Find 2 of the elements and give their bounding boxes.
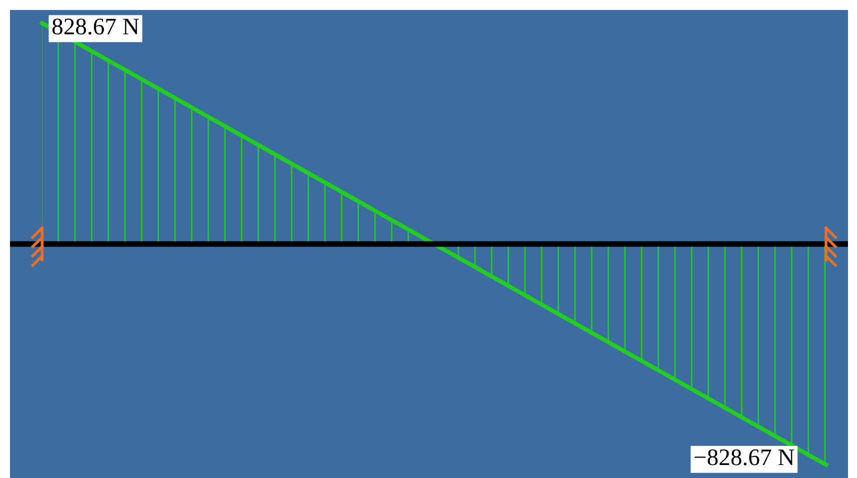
data-label: −828.67 N [694,449,794,466]
data-label: 828.67 N [52,18,139,35]
